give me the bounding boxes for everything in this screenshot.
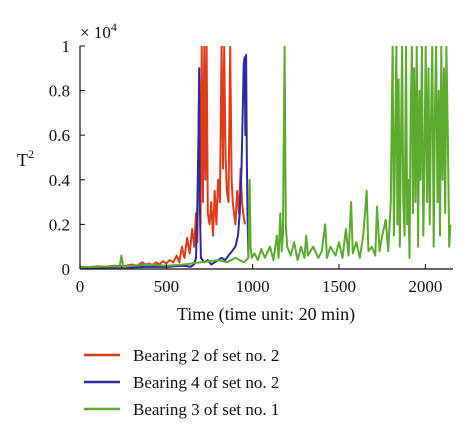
y-axis-label-superscript: 2 bbox=[28, 147, 34, 161]
y-tick-label: 1 bbox=[62, 37, 71, 56]
legend-label-2: Bearing 4 of set no. 2 bbox=[133, 373, 279, 392]
series-layer bbox=[80, 46, 452, 269]
y-tick-label: 0.2 bbox=[49, 215, 70, 234]
y-tick-label: 0 bbox=[62, 260, 71, 279]
x-tick-label: 2000 bbox=[408, 277, 442, 296]
x-axis-label: Time (time unit: 20 min) bbox=[177, 304, 355, 325]
y-multiplier: × 104 bbox=[80, 20, 117, 42]
legend-label-3: Bearing 3 of set no. 1 bbox=[133, 400, 279, 419]
y-axis-label-base: T bbox=[17, 150, 28, 170]
y-tick-label: 0.8 bbox=[49, 82, 70, 101]
x-tick-label: 500 bbox=[154, 277, 180, 296]
series-line-1 bbox=[80, 46, 246, 269]
x-tick-label: 1000 bbox=[236, 277, 270, 296]
x-ticks: 0 500 1000 1500 2000 bbox=[76, 264, 442, 296]
x-tick-label: 0 bbox=[76, 277, 85, 296]
legend-label-1: Bearing 2 of set no. 2 bbox=[133, 346, 279, 365]
y-multiplier-base: × 10 bbox=[80, 23, 111, 42]
y-tick-label: 0.4 bbox=[49, 171, 71, 190]
y-multiplier-exponent: 4 bbox=[111, 20, 117, 34]
y-axis-label: T2 bbox=[17, 147, 34, 170]
y-ticks: 0 0.2 0.4 0.6 0.8 1 bbox=[49, 37, 85, 279]
series-line-3 bbox=[80, 46, 452, 269]
x-tick-label: 1500 bbox=[322, 277, 356, 296]
series-line-2 bbox=[80, 53, 250, 269]
y-tick-label: 0.6 bbox=[49, 126, 70, 145]
legend: Bearing 2 of set no. 2 Bearing 4 of set n… bbox=[84, 346, 279, 419]
